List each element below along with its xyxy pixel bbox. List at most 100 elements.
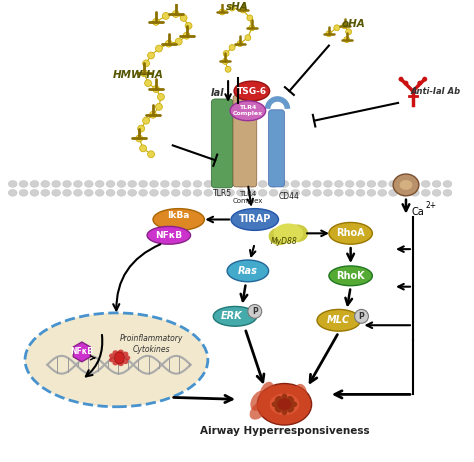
Ellipse shape [204, 189, 213, 196]
Circle shape [225, 67, 231, 72]
Circle shape [240, 7, 246, 13]
Ellipse shape [128, 181, 137, 188]
Ellipse shape [280, 181, 289, 188]
Text: NFκB: NFκB [155, 231, 182, 240]
Circle shape [223, 50, 229, 56]
Circle shape [344, 36, 350, 43]
Ellipse shape [182, 181, 191, 188]
Ellipse shape [274, 396, 282, 403]
Ellipse shape [273, 409, 292, 423]
Ellipse shape [302, 189, 310, 196]
Ellipse shape [269, 227, 291, 245]
Ellipse shape [272, 408, 290, 422]
Ellipse shape [269, 181, 278, 188]
Ellipse shape [30, 189, 39, 196]
Ellipse shape [153, 209, 204, 231]
Circle shape [183, 32, 190, 39]
Circle shape [346, 29, 352, 35]
Circle shape [143, 117, 150, 124]
Circle shape [150, 111, 156, 118]
Ellipse shape [213, 306, 257, 326]
Ellipse shape [432, 189, 441, 196]
Ellipse shape [231, 209, 279, 231]
Ellipse shape [393, 174, 419, 196]
Ellipse shape [389, 189, 398, 196]
Ellipse shape [171, 181, 180, 188]
Text: Ras: Ras [238, 266, 258, 276]
Ellipse shape [139, 181, 147, 188]
Circle shape [157, 93, 164, 100]
Ellipse shape [237, 189, 246, 196]
Ellipse shape [124, 355, 130, 360]
Ellipse shape [63, 181, 72, 188]
Text: oHA: oHA [342, 19, 365, 29]
Text: 2+: 2+ [426, 201, 437, 210]
Ellipse shape [432, 181, 441, 188]
Ellipse shape [41, 181, 50, 188]
Circle shape [147, 151, 155, 158]
Ellipse shape [30, 181, 39, 188]
Ellipse shape [291, 189, 300, 196]
FancyBboxPatch shape [269, 110, 284, 187]
Ellipse shape [41, 189, 50, 196]
Circle shape [355, 310, 368, 323]
Text: Airway Hyperresponsiveness: Airway Hyperresponsiveness [200, 426, 369, 436]
Ellipse shape [287, 406, 294, 413]
Ellipse shape [84, 189, 93, 196]
Circle shape [237, 41, 243, 47]
Ellipse shape [334, 181, 343, 188]
Ellipse shape [400, 180, 412, 190]
Polygon shape [73, 342, 91, 362]
Ellipse shape [117, 181, 126, 188]
Ellipse shape [215, 189, 224, 196]
Circle shape [248, 304, 262, 318]
Ellipse shape [112, 360, 118, 365]
Ellipse shape [250, 391, 266, 411]
Circle shape [399, 77, 403, 82]
Ellipse shape [268, 389, 286, 402]
Ellipse shape [171, 189, 180, 196]
Ellipse shape [312, 181, 321, 188]
Ellipse shape [250, 401, 268, 419]
Ellipse shape [109, 353, 115, 359]
Circle shape [155, 45, 163, 52]
Ellipse shape [282, 407, 287, 415]
Ellipse shape [287, 396, 294, 403]
Ellipse shape [270, 403, 287, 417]
Ellipse shape [128, 189, 137, 196]
Ellipse shape [109, 358, 115, 362]
Ellipse shape [284, 397, 301, 411]
Circle shape [145, 79, 152, 86]
Text: ERK: ERK [221, 311, 243, 322]
Ellipse shape [150, 181, 158, 188]
Circle shape [163, 12, 169, 19]
Ellipse shape [52, 189, 61, 196]
Ellipse shape [286, 225, 308, 242]
Ellipse shape [114, 352, 124, 364]
Circle shape [155, 103, 163, 110]
Ellipse shape [106, 189, 115, 196]
Text: P: P [252, 307, 258, 316]
Ellipse shape [317, 310, 361, 331]
Ellipse shape [258, 189, 267, 196]
Ellipse shape [443, 181, 452, 188]
Ellipse shape [271, 386, 288, 400]
Text: sHA: sHA [226, 2, 248, 12]
Ellipse shape [410, 181, 419, 188]
Ellipse shape [122, 359, 128, 364]
Text: IkBa: IkBa [167, 211, 190, 220]
Ellipse shape [260, 382, 274, 403]
Ellipse shape [118, 361, 124, 366]
Ellipse shape [25, 313, 208, 407]
Ellipse shape [52, 181, 61, 188]
Ellipse shape [329, 266, 373, 286]
Circle shape [141, 70, 147, 77]
Ellipse shape [8, 189, 17, 196]
Ellipse shape [279, 389, 297, 403]
Ellipse shape [160, 189, 169, 196]
Ellipse shape [95, 189, 104, 196]
Text: TIRAP: TIRAP [238, 214, 271, 225]
Ellipse shape [277, 388, 295, 402]
Ellipse shape [230, 101, 265, 121]
Ellipse shape [63, 189, 72, 196]
